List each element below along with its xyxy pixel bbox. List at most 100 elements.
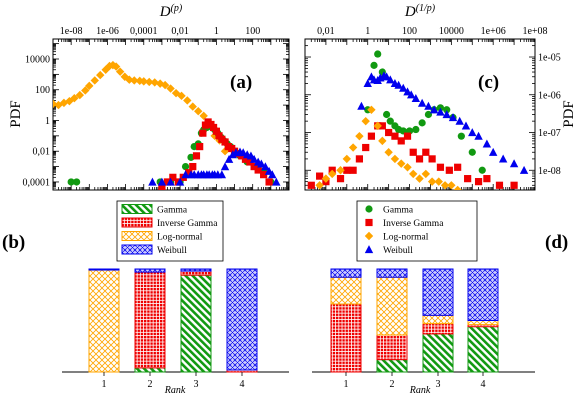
panel-c-point-log_normal <box>403 163 412 172</box>
panel-c-point-log_normal <box>367 105 376 114</box>
panel-d-bar-log_normal-rank-2 <box>376 276 408 336</box>
panel-a-point-log_normal <box>59 98 69 108</box>
panel-c-point-gamma <box>468 148 476 156</box>
panel-c-point-weibull <box>394 80 403 89</box>
panel-d-bar-inverse_gamma-rank-1 <box>330 303 362 373</box>
panel-a-point-inverse_gamma <box>169 173 177 181</box>
panel-a-point-inverse_gamma <box>192 152 201 160</box>
panel-a-ytick-label: 0,0001 <box>23 177 51 188</box>
panel-c-series-inverse_gamma <box>307 122 518 189</box>
panel-a-point-weibull <box>220 162 230 171</box>
panel-b-rank-label: 3 <box>194 379 199 390</box>
panel-c-point-weibull <box>488 147 498 156</box>
panel-c-point-gamma <box>386 117 394 125</box>
legend-label-inverse_gamma: Inverse Gamma <box>157 219 218 229</box>
panel-c-point-weibull <box>417 98 427 107</box>
panel-c-point-weibull <box>382 72 391 81</box>
panel-c-point-gamma <box>443 106 451 114</box>
panel-c-point-weibull <box>498 154 508 163</box>
legend-label-inverse_gamma: Inverse Gamma <box>383 219 444 229</box>
panel-a-point-inverse_gamma <box>260 171 268 179</box>
panel-a-point-gamma <box>181 162 190 171</box>
panel-c-point-gamma <box>412 125 420 134</box>
panel-c-xtick-label: 1e+06 <box>481 26 506 37</box>
panel-a-point-weibull <box>166 177 175 186</box>
panel-d-bar-log_normal-rank-1 <box>330 276 362 305</box>
panel-a-xtick-label: 1 <box>214 26 219 37</box>
panel-a-point-log_normal <box>81 86 90 95</box>
panel-c-point-log_normal <box>315 181 324 190</box>
panel-b-bar-weibull-rank-2 <box>134 268 166 273</box>
panel-d-bar-weibull-rank-3 <box>422 268 454 316</box>
panel-c-point-log_normal <box>390 154 400 164</box>
panel-c-point-log_normal <box>378 136 387 146</box>
panel-c-point-inverse_gamma <box>422 148 430 156</box>
panel-a-points <box>53 60 281 190</box>
panel-b-letter: (b) <box>2 232 25 253</box>
panel-a-ytick-label: 1 <box>45 116 50 127</box>
panel-c-point-log_normal <box>397 159 406 168</box>
panel-a-point-log_normal <box>54 100 63 110</box>
panel-a-xlabel: D(p) <box>159 3 183 20</box>
panel-a-point-log_normal <box>111 62 121 71</box>
panel-a-point-weibull <box>181 170 190 179</box>
panel-a-point-inverse_gamma <box>246 158 254 166</box>
panel-a-point-log_normal <box>177 91 186 101</box>
panel-c-point-log_normal <box>421 169 431 179</box>
panel-a-point-log_normal <box>194 107 203 116</box>
legend-marker-inverse_gamma <box>365 218 373 227</box>
panel-d-bar-inverse_gamma-rank-3 <box>422 323 454 335</box>
panel-b-bar-gamma-rank-3 <box>180 274 212 373</box>
legend-marker-log_normal <box>364 231 374 241</box>
panel-d-legend: Gamma Inverse Gamma Log-normal Weibull <box>356 200 478 262</box>
panel-d-bars <box>330 268 499 373</box>
panel-a-point-log_normal <box>199 111 208 121</box>
panel-a-point-inverse_gamma <box>254 166 262 174</box>
panel-d-bar-log_normal-rank-3 <box>422 314 454 325</box>
panel-c-point-inverse_gamma <box>397 137 405 145</box>
panel-c-point-log_normal <box>373 121 382 131</box>
panel-c: 0,01 1 100 10000 1e+06 1e+08 1e-08 1e-07 1e-06 1e… <box>304 3 577 191</box>
legend-label-gamma: Gamma <box>383 206 414 216</box>
panel-a-xtick-label: 100 <box>245 26 260 37</box>
panel-c-xtick-label: 0,01 <box>317 26 335 37</box>
panel-c-point-gamma <box>457 132 465 140</box>
panel-d-xlabel: Rank <box>409 385 431 396</box>
panel-c-point-inverse_gamma <box>483 175 491 183</box>
panel-a-frame <box>52 38 290 191</box>
panel-a-xtick-label: 0,01 <box>171 26 189 37</box>
panel-d-bar-inverse_gamma-rank-2 <box>376 334 408 361</box>
panel-c-xlabel: D(1/p) <box>404 3 436 20</box>
panel-a-point-log_normal <box>75 90 85 100</box>
panel-c-ylabel: PDF <box>561 100 577 128</box>
legend-swatch-weibull <box>121 244 153 255</box>
panel-a-point-weibull <box>157 177 167 186</box>
panel-a-point-log_normal <box>130 76 139 85</box>
panel-a-point-log_normal <box>210 131 219 141</box>
legend-label-gamma: Gamma <box>157 206 188 216</box>
panel-c-point-log_normal <box>348 143 358 152</box>
panel-d-bar-gamma-rank-4 <box>467 326 499 373</box>
panel-c-point-weibull <box>474 131 483 140</box>
panel-d-rank-label: 1 <box>344 379 349 390</box>
legend-label-log_normal: Log-normal <box>157 233 203 243</box>
panel-c-xtick-label: 100 <box>402 26 417 37</box>
panel-c-xtick-label: 10000 <box>439 26 464 37</box>
panel-c-point-weibull <box>424 101 433 110</box>
panel-c-point-log_normal <box>321 174 331 183</box>
panel-c-point-weibull <box>386 75 395 84</box>
panel-a-point-inverse_gamma <box>199 129 207 137</box>
panel-c-ticks: 0,01 1 100 10000 1e+06 1e+08 1e-08 1e-07 1e-06 1e… <box>304 26 561 191</box>
panel-c-point-gamma <box>383 110 391 119</box>
panel-a-point-log_normal <box>53 99 58 109</box>
panel-a-point-inverse_gamma <box>250 162 258 171</box>
panel-c-xtick-label: 1 <box>365 26 370 37</box>
panel-a-point-inverse_gamma <box>163 178 171 186</box>
panel-a-point-log_normal <box>65 96 74 106</box>
panel-c-point-inverse_gamma <box>495 181 504 189</box>
panel-c-point-weibull <box>448 113 458 122</box>
panel-c-point-inverse_gamma <box>343 166 351 174</box>
panel-c-point-weibull <box>403 87 412 96</box>
panel-d-rank-ticks: 1 2 3 4 <box>344 372 486 390</box>
panel-a-point-log_normal <box>155 79 165 88</box>
